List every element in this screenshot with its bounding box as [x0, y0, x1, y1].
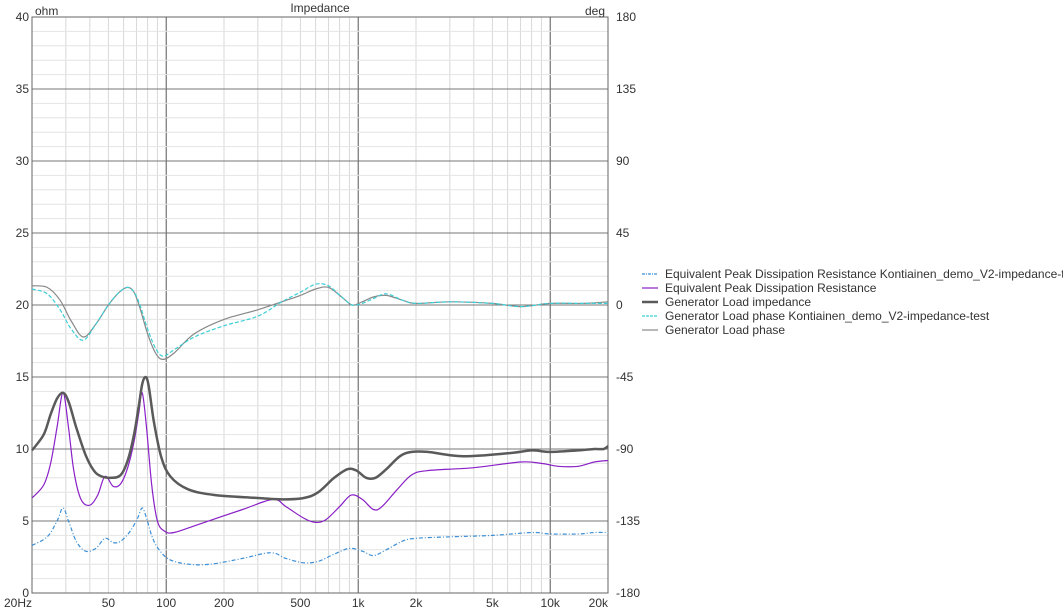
legend-entry: Generator Load impedance [665, 295, 811, 309]
x-tick-label: 20Hz [4, 596, 32, 610]
right-tick-label: -90 [616, 442, 634, 456]
legend-entry: Generator Load phase [665, 323, 785, 337]
x-tick-label: 50 [102, 596, 116, 610]
x-tick-label: 10k [541, 596, 561, 610]
left-tick-label: 40 [16, 10, 30, 24]
left-tick-label: 10 [16, 442, 30, 456]
right-tick-label: 90 [616, 154, 630, 168]
series-line-generator-load-impedance [30, 375, 609, 501]
right-tick-label: 0 [616, 298, 623, 312]
left-tick-label: 0 [22, 586, 29, 600]
x-tick-label: 100 [156, 596, 176, 610]
x-tick-label: 20k [589, 596, 609, 610]
tick-labels: 20Hz 50 100 200 500 1k 2k 5k 10k 20k 0 5 10 15 20 25 30 3… [4, 10, 640, 610]
right-tick-label: 135 [616, 82, 636, 96]
left-tick-label: 30 [16, 154, 30, 168]
x-tick-label: 5k [486, 596, 500, 610]
right-tick-label: 45 [616, 226, 630, 240]
x-tick-label: 2k [410, 596, 424, 610]
legend-entry: Generator Load phase Kontiainen_demo_V2-… [665, 309, 990, 323]
right-tick-label: -45 [616, 370, 634, 384]
left-tick-label: 35 [16, 82, 30, 96]
right-tick-label: -135 [616, 514, 640, 528]
chart-title: Impedance [290, 1, 350, 15]
left-axis-unit: ohm [35, 4, 58, 18]
series-line-equivalent-peak-dissipation-resistance [31, 392, 609, 534]
left-tick-label: 20 [16, 298, 30, 312]
x-tick-label: 500 [290, 596, 310, 610]
left-tick-label: 25 [16, 226, 30, 240]
legend-entry: Equivalent Peak Dissipation Resistance [665, 281, 877, 295]
right-axis-unit: deg [585, 4, 605, 18]
right-tick-label: 180 [616, 10, 636, 24]
legend: Equivalent Peak Dissipation Resistance K… [642, 267, 1063, 337]
series-line-generator-load-phase [31, 285, 609, 361]
plot-frame [31, 16, 609, 594]
left-tick-label: 15 [16, 370, 30, 384]
left-tick-label: 5 [22, 514, 29, 528]
grid-lines [32, 17, 608, 593]
x-tick-label: 1k [352, 596, 366, 610]
series-curves [30, 283, 609, 566]
x-tick-label: 200 [214, 596, 234, 610]
series-line-generator-load-phase-kontiainen-demo-v2-impedance-test [31, 283, 608, 357]
series-line-equivalent-peak-dissipation-resistance-kontiainen-demo-v2-impedance-test [31, 507, 609, 566]
legend-entry: Equivalent Peak Dissipation Resistance K… [665, 267, 1063, 281]
right-tick-label: -180 [616, 586, 640, 600]
